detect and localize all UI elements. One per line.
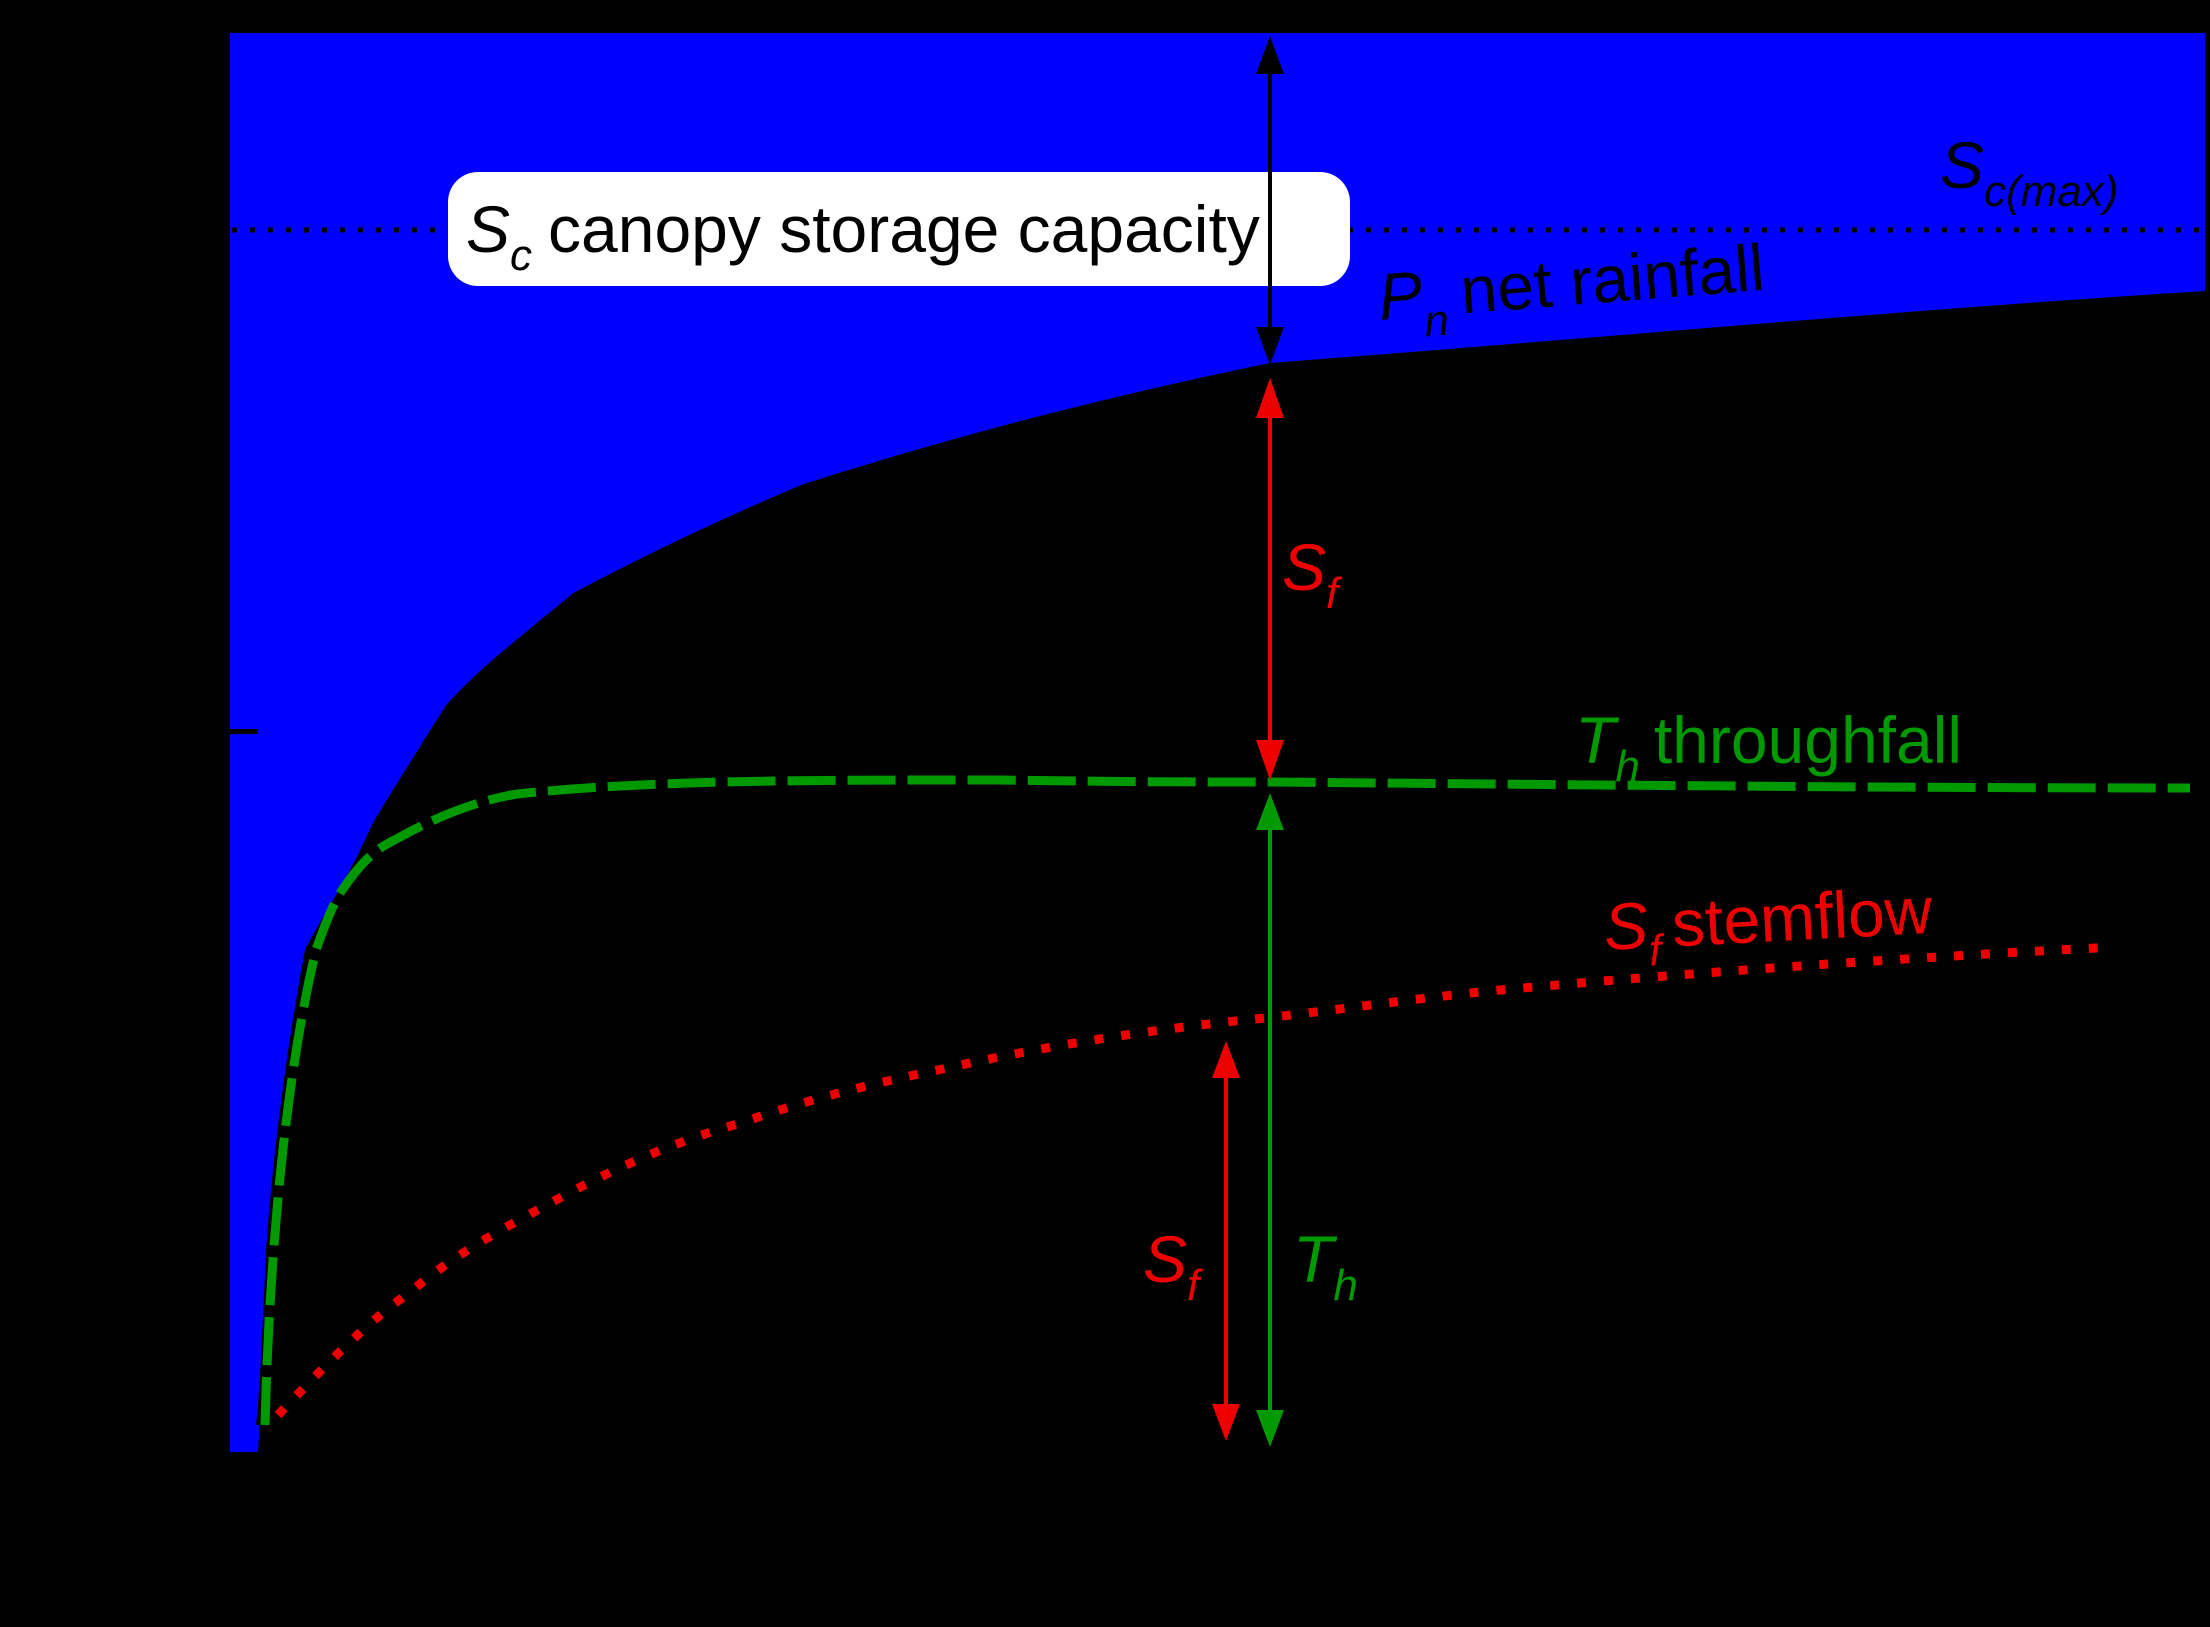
scmax-label: Sc(max): [1940, 128, 2118, 216]
stemflow-lower-arrow: [1212, 1041, 1240, 1441]
stemflow-upper-arrow: [1256, 378, 1284, 780]
throughfall-curve: [260, 775, 2191, 1426]
canopy-storage-arrow: [1256, 36, 1284, 365]
stemflow-curve: [274, 942, 2116, 1419]
throughfall-label: Th throughfall: [1575, 703, 1962, 791]
y-axis-tick: [230, 729, 258, 734]
net-rainfall-curve: [256, 291, 2206, 1426]
canopy-storage-label-box: [448, 172, 1350, 286]
stemflow-label: Sf stemflow: [1602, 873, 1935, 978]
canopy-storage-label: Sc canopy storage capacity: [466, 192, 1260, 280]
throughfall-arrow: [1256, 793, 1284, 1447]
throughfall-arrow-label: Th: [1293, 1222, 1358, 1310]
canopy-storage-area: [230, 33, 2205, 1452]
